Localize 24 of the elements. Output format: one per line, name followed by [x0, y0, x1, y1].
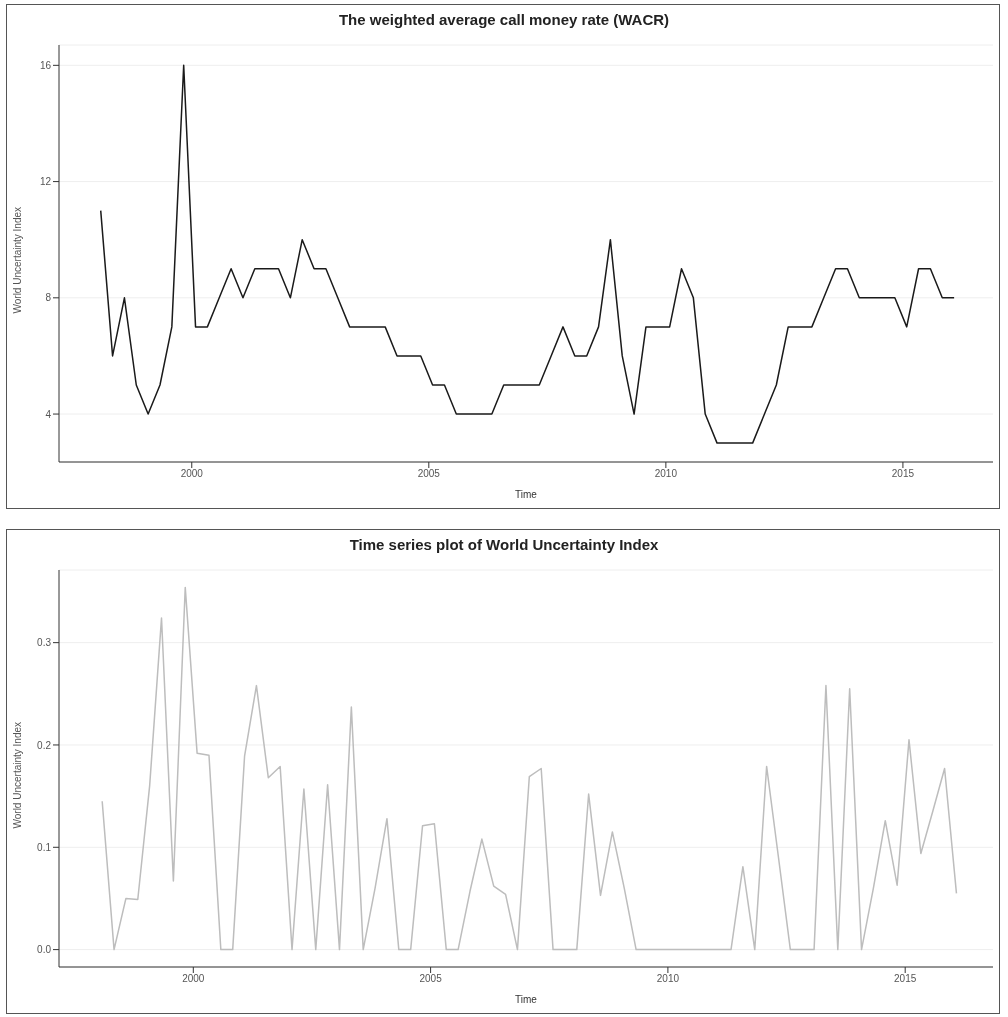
y-tick-label: 0.3	[37, 637, 52, 649]
x-tick-label: 2015	[894, 973, 917, 985]
y-tick-label: 0.0	[37, 944, 52, 956]
y-tick-label: 0.2	[37, 739, 52, 751]
y-tick-label: 4	[45, 408, 52, 420]
y-tick-label: 16	[39, 59, 52, 71]
chart-title: The weighted average call money rate (WACR)	[337, 11, 671, 28]
x-tick-label: 2010	[656, 973, 680, 985]
y-tick-label: 0.1	[37, 841, 52, 853]
x-tick-label: 2000	[180, 468, 204, 480]
x-tick-label: 2000	[182, 973, 205, 985]
y-axis-title: World Uncertainty Index	[11, 721, 23, 829]
y-axis-title: World Uncertainty Index	[11, 206, 23, 314]
x-tick-label: 2015	[891, 468, 915, 480]
y-tick-label: 12	[39, 176, 52, 188]
x-tick-label: 2005	[417, 468, 441, 480]
x-tick-label: 2010	[654, 468, 678, 480]
x-axis-title: Time	[515, 489, 538, 500]
line-series	[101, 586, 958, 951]
y-tick-label: 8	[45, 292, 52, 304]
x-axis-title: Time	[515, 994, 538, 1005]
line-series	[99, 64, 955, 444]
x-tick-label: 2005	[419, 973, 443, 985]
chart-title: Time series plot of World Uncertainty Index	[348, 536, 660, 553]
